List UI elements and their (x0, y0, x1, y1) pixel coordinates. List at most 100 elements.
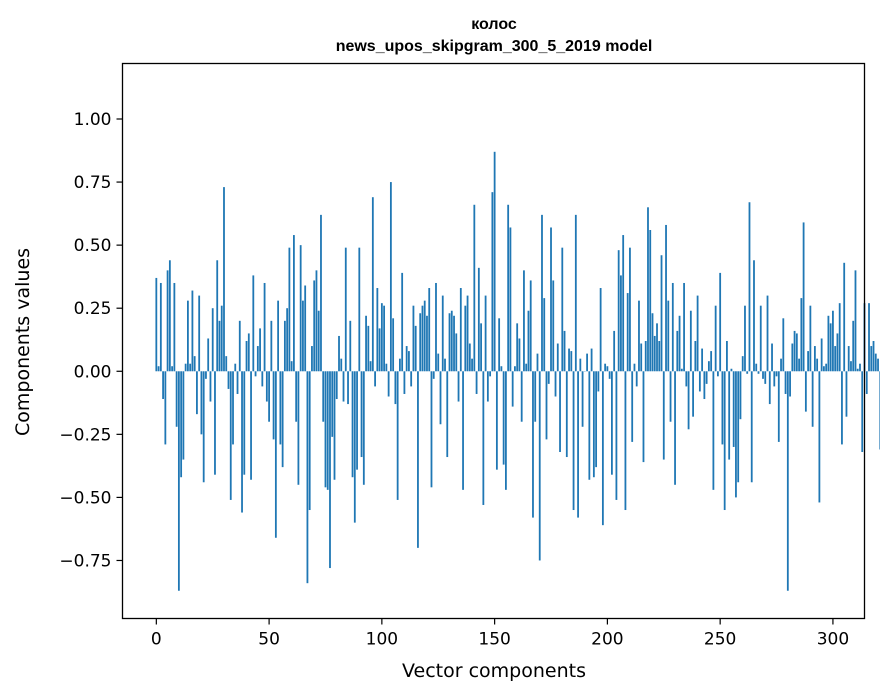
bar-component-140 (471, 358, 473, 372)
bar-component-196 (597, 371, 600, 392)
bar-component-288 (804, 371, 807, 412)
bar-component-263 (748, 202, 751, 372)
bar-component-25 (211, 308, 214, 372)
bar-component-44 (254, 371, 257, 377)
bar-component-62 (295, 371, 298, 422)
bar-component-101 (383, 305, 386, 372)
bar-component-151 (495, 371, 498, 470)
bar-component-142 (475, 371, 478, 394)
bar-component-66 (304, 285, 307, 372)
bar-component-260 (741, 356, 744, 372)
bar-component-3 (162, 371, 164, 400)
bar-component-232 (678, 315, 681, 372)
bar-component-203 (613, 330, 616, 372)
bar-component-118 (421, 305, 424, 372)
bar-component-237 (689, 310, 692, 372)
bar-component-6 (168, 260, 171, 372)
bar-component-61 (293, 235, 295, 372)
bar-component-42 (250, 371, 252, 480)
bar-component-86 (349, 320, 352, 372)
bar-component-214 (638, 300, 640, 372)
bar-component-172 (543, 298, 546, 372)
bar-component-82 (340, 358, 343, 372)
bar-component-75 (324, 371, 327, 488)
bar-component-147 (486, 371, 489, 402)
bar-component-139 (468, 343, 471, 372)
bar-component-230 (674, 371, 676, 485)
bar-component-286 (800, 298, 803, 372)
bar-component-308 (850, 361, 852, 372)
bar-component-5 (166, 270, 169, 372)
bar-component-198 (601, 371, 604, 526)
bar-component-159 (514, 366, 516, 372)
bar-component-256 (732, 371, 735, 447)
bar-component-209 (626, 293, 629, 372)
bar-component-277 (780, 358, 782, 372)
bar-component-217 (644, 341, 647, 372)
chart-subtitle: news_upos_skipgram_300_5_2019 model (336, 38, 653, 55)
bar-component-24 (209, 371, 212, 402)
bar-component-141 (473, 204, 476, 372)
bar-component-158 (511, 371, 514, 407)
bar-component-74 (322, 371, 325, 422)
y-tick-label: 0.75 (74, 173, 112, 193)
bar-component-241 (698, 371, 701, 392)
bar-component-238 (692, 371, 694, 417)
bar-component-20 (200, 371, 203, 435)
bar-component-119 (423, 300, 426, 372)
bar-component-302 (836, 333, 839, 372)
bar-component-220 (651, 313, 654, 372)
y-tick-label: 0.50 (74, 236, 112, 256)
bar-component-115 (414, 325, 417, 372)
bar-component-211 (631, 371, 634, 442)
bar-component-311 (856, 368, 859, 372)
bar-component-91 (360, 371, 363, 458)
bar-component-306 (845, 371, 848, 417)
bar-component-275 (775, 371, 778, 377)
bar-component-41 (247, 333, 250, 372)
bar-component-48 (263, 282, 266, 372)
bar-component-153 (500, 366, 503, 372)
bar-component-145 (482, 371, 485, 505)
bar-component-111 (405, 346, 408, 372)
bar-component-55 (279, 371, 282, 445)
bar-component-305 (843, 262, 846, 372)
bar-component-227 (667, 300, 670, 372)
bar-component-231 (676, 330, 679, 372)
bar-component-138 (466, 295, 469, 372)
bar-component-215 (640, 343, 643, 372)
bar-component-300 (832, 310, 834, 372)
bar-component-92 (362, 371, 365, 485)
bar-component-13 (184, 363, 187, 372)
bar-component-208 (624, 371, 627, 511)
bar-component-228 (669, 371, 672, 422)
bar-component-28 (218, 320, 221, 372)
bar-component-248 (714, 305, 717, 372)
bar-component-110 (403, 371, 406, 394)
bar-component-240 (696, 295, 699, 372)
bar-component-266 (755, 363, 758, 372)
bar-component-57 (283, 320, 286, 372)
bar-component-272 (768, 371, 771, 405)
bar-component-244 (705, 371, 708, 384)
bar-component-319 (874, 353, 877, 372)
bar-component-27 (216, 260, 219, 372)
bar-component-56 (281, 371, 284, 468)
bar-component-276 (777, 371, 780, 442)
bar-component-21 (202, 371, 205, 483)
x-tick-label: 150 (478, 630, 510, 650)
bar-component-213 (635, 371, 638, 387)
y-tick-label: −0.50 (59, 488, 111, 508)
bar-component-216 (642, 371, 645, 463)
bar-component-133 (455, 333, 458, 372)
bar-component-150 (493, 151, 496, 372)
bar-component-135 (459, 288, 462, 372)
bar-component-242 (701, 348, 704, 372)
bar-component-103 (387, 371, 390, 397)
bar-component-297 (825, 363, 828, 372)
bar-component-33 (229, 371, 232, 500)
bar-component-53 (274, 371, 277, 538)
bar-component-100 (380, 303, 383, 372)
bar-component-257 (735, 371, 737, 498)
bar-component-181 (563, 330, 566, 372)
